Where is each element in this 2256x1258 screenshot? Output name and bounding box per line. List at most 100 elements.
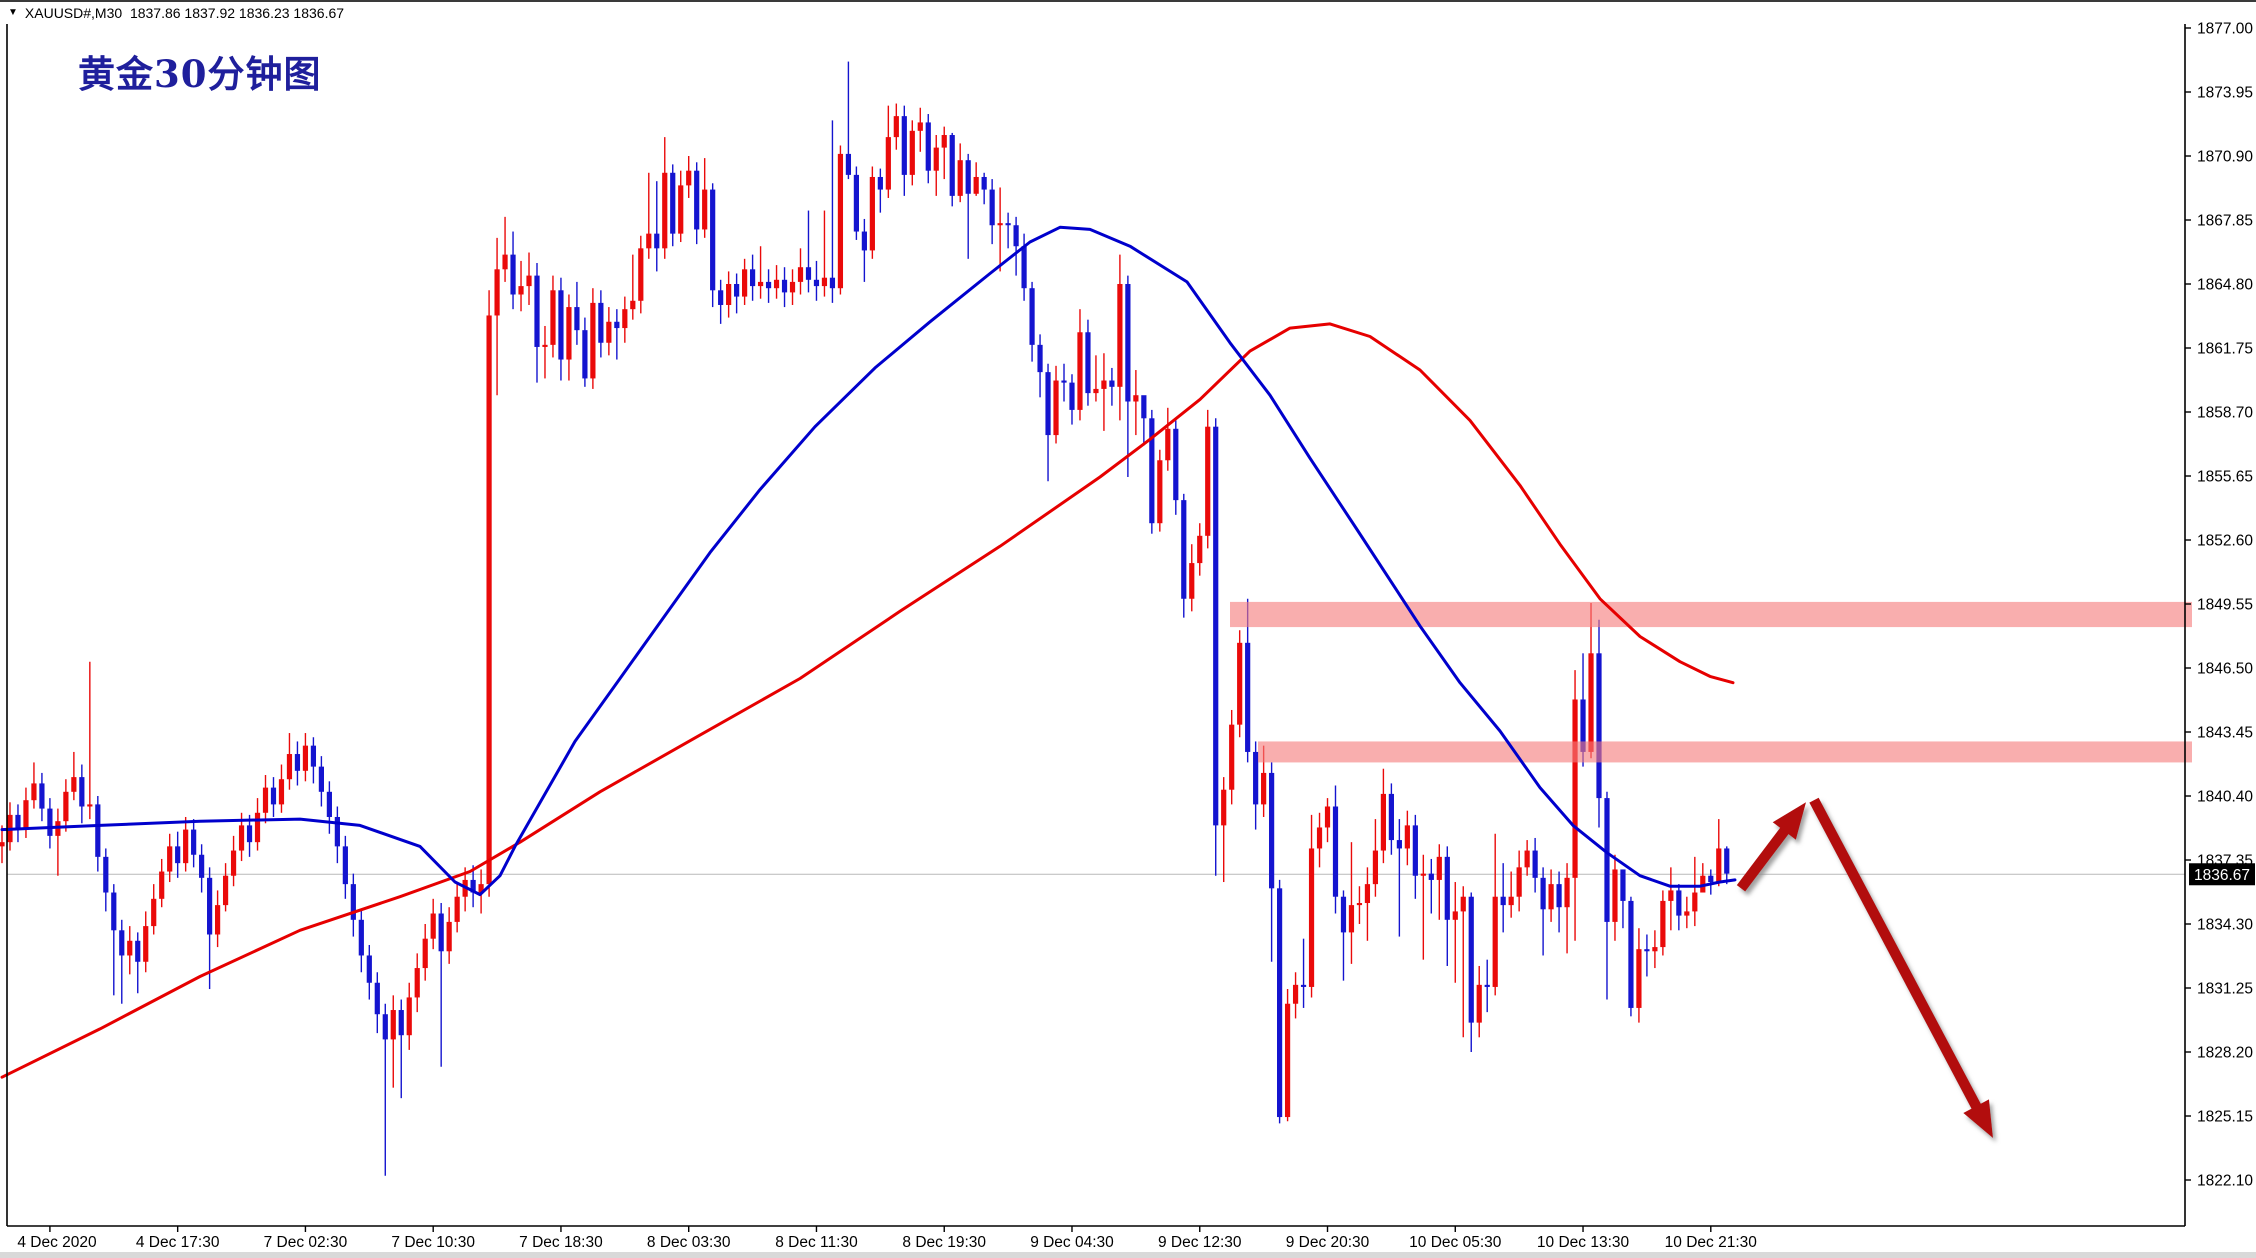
candle-body-bull <box>686 170 692 186</box>
candle-body-bull <box>1372 850 1379 885</box>
candle-body-bull <box>526 275 532 287</box>
candle-body-bear <box>813 279 820 287</box>
y-axis-label: 1864.80 <box>2197 277 2253 294</box>
y-axis-label: 1877.00 <box>2197 21 2253 38</box>
candle-body-bear <box>781 279 788 293</box>
candle-body-bull <box>1564 877 1570 908</box>
y-axis-label: 1858.70 <box>2197 405 2253 422</box>
candle-body-bear <box>989 189 995 226</box>
y-axis-label: 1822.10 <box>2197 1173 2253 1190</box>
candle-body-bear <box>598 302 604 343</box>
candle-body-bull <box>518 286 524 295</box>
candle-body-bear <box>558 290 564 360</box>
candle-body-bull <box>622 309 628 329</box>
candle-body-bull <box>1508 896 1514 906</box>
candle-body-bull <box>638 248 644 301</box>
forecast-arrow-up-head <box>1772 802 1806 840</box>
candle-body-bear <box>1580 699 1586 752</box>
candle-body-bull <box>1364 884 1371 904</box>
candle-body-bull <box>1205 426 1211 536</box>
collapse-chart-icon[interactable]: ▼ <box>8 7 18 18</box>
candle-body-bear <box>845 153 852 175</box>
candle-body-bull <box>957 160 963 196</box>
x-axis-label: 7 Dec 18:30 <box>519 1234 603 1251</box>
candle-body-bull <box>1348 905 1355 933</box>
candle-body-bear <box>1141 395 1147 419</box>
candle-body-bull <box>1516 867 1522 897</box>
candle-body-bull <box>1652 947 1658 952</box>
ma-slow-red-line <box>0 322 1735 1079</box>
candle-body-bull <box>973 176 979 194</box>
candle-body-bear <box>1253 751 1259 805</box>
candle-body-bear <box>734 284 740 297</box>
candle-body-bull <box>302 745 309 771</box>
window-bottom-edge <box>0 1252 2256 1258</box>
y-axis-label: 1855.65 <box>2197 469 2253 486</box>
candle-body-bear <box>1724 848 1730 874</box>
candle-body-bear <box>1021 246 1027 289</box>
candle-body-bull <box>1133 395 1139 402</box>
candle-body-bear <box>47 808 53 836</box>
candle-body-bear <box>342 846 348 885</box>
candle-body-bear <box>318 766 324 792</box>
candle-body-bull <box>278 779 285 805</box>
candle-body-bull <box>1492 896 1498 987</box>
x-axis-label: 7 Dec 02:30 <box>264 1234 348 1251</box>
candle-body-bull <box>159 871 165 899</box>
candle-body-bear <box>175 846 181 864</box>
candle-body-bull <box>997 223 1003 226</box>
candle-body-bull <box>726 284 732 305</box>
candle-body-bull <box>1548 884 1554 910</box>
y-axis[interactable]: 1877.00 1873.95 1870.90 1867.85 1864.80 1861.… <box>2185 21 2253 1190</box>
y-axis-label: 1828.20 <box>2197 1045 2253 1062</box>
candle-body-bull <box>1165 428 1171 461</box>
candle-body-bull <box>1356 903 1363 906</box>
candle-body-bear <box>326 791 332 817</box>
candle-body-bull <box>486 315 492 885</box>
candle-body-bull <box>127 940 133 956</box>
candle-body-bull <box>773 279 780 289</box>
candle-body-bull <box>0 842 5 847</box>
x-axis[interactable]: 4 Dec 2020 4 Dec 17:30 7 Dec 02:30 7 Dec 10… <box>17 1226 1757 1251</box>
candle-body-bear <box>470 879 476 893</box>
candle-body-bull <box>742 269 748 297</box>
candle-body-bull <box>1197 535 1203 564</box>
candle-body-bull <box>1668 890 1674 901</box>
y-axis-label: 1849.55 <box>2197 597 2253 614</box>
candle-body-bear <box>1444 856 1450 920</box>
candle-body-bull <box>566 307 572 360</box>
candle-body-bear <box>1069 382 1075 410</box>
candle-body-bear <box>1340 896 1347 933</box>
candle-body-bull <box>1588 653 1594 752</box>
candle-body-bear <box>1173 428 1179 501</box>
candle-body-bull <box>214 905 221 935</box>
candle-body-bear <box>582 330 588 379</box>
candle-body-bear <box>710 189 716 291</box>
candle-body-bull <box>23 800 29 830</box>
candle-body-bear <box>534 275 540 347</box>
candle-body-bear <box>805 267 812 280</box>
y-axis-label: 1846.50 <box>2197 661 2253 678</box>
candle-body-bear <box>1045 372 1051 436</box>
candle-body-bull <box>1229 724 1235 790</box>
candle-body-bull <box>797 267 804 282</box>
current-price-marker-label: 1836.67 <box>2194 867 2250 884</box>
candle-body-bear <box>398 1010 404 1036</box>
candle-body-bear <box>358 919 364 956</box>
candle-body-bull <box>183 829 189 864</box>
candle-body-bull <box>1420 873 1426 876</box>
candle-body-bear <box>718 290 724 305</box>
candle-body-bull <box>286 754 293 780</box>
candle-body-bear <box>1332 806 1339 897</box>
y-axis-label: 1840.40 <box>2197 789 2253 806</box>
candle-body-bull <box>31 783 37 801</box>
y-axis-label: 1834.30 <box>2197 917 2253 934</box>
candle-body-bear <box>1604 798 1610 922</box>
candle-body-bull <box>1452 911 1458 920</box>
candle-body-bear <box>614 321 620 329</box>
candle-body-bear <box>925 122 931 171</box>
resistance-zone-1 <box>1230 601 2192 628</box>
candle-body-bear <box>438 913 444 952</box>
candle-body-bull <box>1261 772 1267 805</box>
